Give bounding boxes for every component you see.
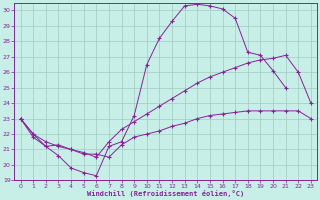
X-axis label: Windchill (Refroidissement éolien,°C): Windchill (Refroidissement éolien,°C) — [87, 190, 244, 197]
